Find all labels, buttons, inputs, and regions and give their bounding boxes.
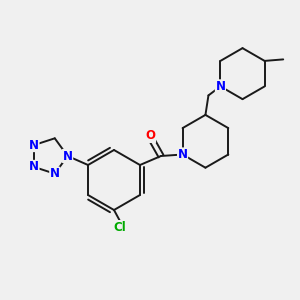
Text: N: N [215, 80, 225, 93]
Text: N: N [178, 148, 188, 161]
Text: N: N [50, 167, 60, 180]
Text: N: N [29, 139, 39, 152]
Text: O: O [146, 129, 155, 142]
Text: N: N [29, 160, 39, 173]
Text: N: N [63, 149, 73, 163]
Text: Cl: Cl [114, 220, 126, 234]
